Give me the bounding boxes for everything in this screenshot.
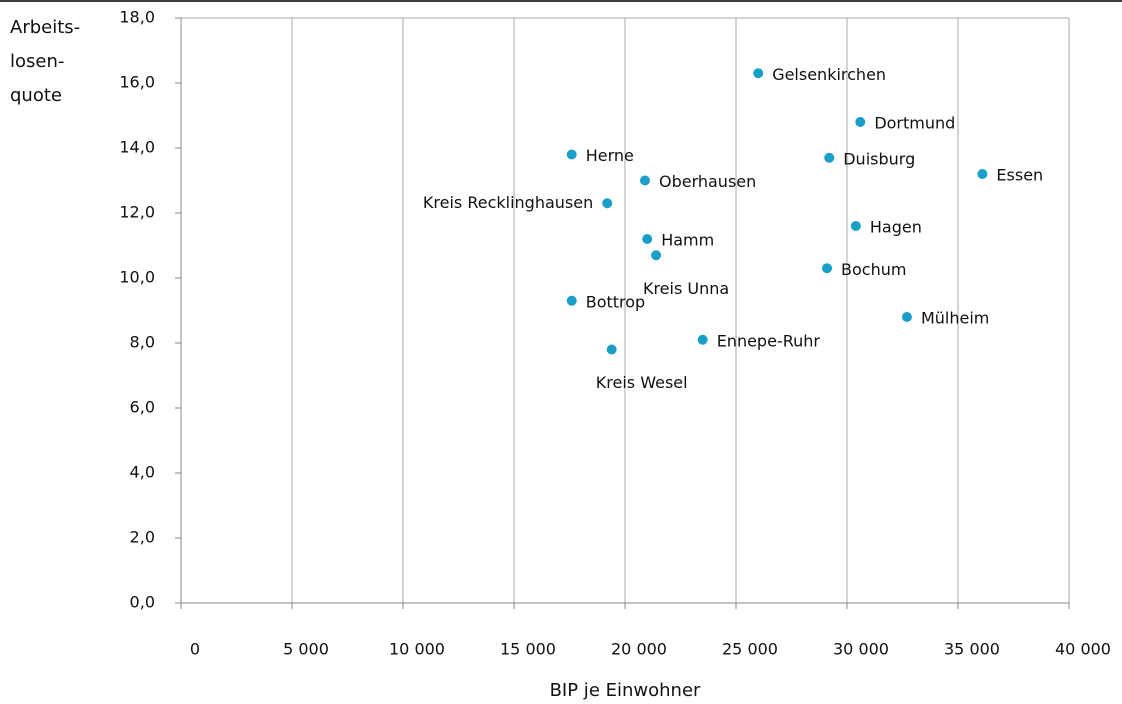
- y-tick-label: 0,0: [130, 593, 155, 612]
- point: [651, 250, 662, 261]
- y-tick-label: 6,0: [130, 398, 155, 417]
- point-label: Kreis Unna: [643, 279, 729, 298]
- point: [753, 68, 764, 79]
- point: [639, 175, 650, 186]
- point: [824, 152, 835, 163]
- x-axis-label: BIP je Einwohner: [550, 680, 701, 701]
- point-label: Gelsenkirchen: [772, 65, 886, 84]
- x-tick-label: 0: [190, 640, 200, 659]
- point-label: Hagen: [870, 218, 922, 237]
- point: [855, 117, 866, 127]
- point: [566, 149, 577, 160]
- point: [850, 221, 861, 231]
- point: [901, 312, 912, 322]
- point-label: Bottrop: [586, 292, 645, 311]
- y-tick-label: 12,0: [119, 203, 155, 222]
- point-label: Herne: [586, 146, 634, 165]
- point: [642, 234, 653, 244]
- point-label: Mülheim: [921, 309, 989, 328]
- point: [606, 344, 617, 355]
- x-tick-label: 35 000: [944, 640, 1000, 659]
- y-tick-label: 2,0: [130, 528, 155, 547]
- y-tick-label: 8,0: [130, 333, 155, 352]
- point-label: Duisburg: [843, 149, 915, 168]
- y-axis-label: losen-: [10, 51, 64, 72]
- point: [822, 263, 833, 274]
- x-tick-label: 15 000: [500, 640, 556, 659]
- point-label: Kreis Recklinghausen: [423, 193, 593, 212]
- x-tick-label: 25 000: [722, 640, 778, 659]
- x-tick-label: 5 000: [283, 640, 329, 659]
- point-label: Dortmund: [874, 114, 955, 133]
- point: [566, 295, 577, 306]
- y-tick-label: 10,0: [119, 268, 155, 287]
- y-axis-label: Arbeits-: [10, 17, 80, 38]
- y-tick-label: 4,0: [130, 463, 155, 482]
- point: [697, 334, 708, 345]
- point-label: Bochum: [841, 260, 906, 279]
- point: [602, 198, 613, 209]
- x-tick-label: 20 000: [611, 640, 667, 659]
- point: [977, 169, 988, 179]
- y-tick-label: 14,0: [119, 138, 155, 157]
- point-label: Hamm: [661, 231, 714, 250]
- point-label: Ennepe-Ruhr: [717, 331, 821, 350]
- point-label: Essen: [996, 166, 1043, 185]
- point-label: Kreis Wesel: [596, 373, 688, 392]
- x-tick-label: 40 000: [1055, 640, 1111, 659]
- point-label: Oberhausen: [659, 172, 756, 191]
- y-axis-label: quote: [10, 85, 62, 106]
- x-tick-label: 10 000: [389, 640, 445, 659]
- y-tick-label: 18,0: [119, 8, 155, 27]
- y-tick-label: 16,0: [119, 73, 155, 92]
- x-tick-label: 30 000: [833, 640, 889, 659]
